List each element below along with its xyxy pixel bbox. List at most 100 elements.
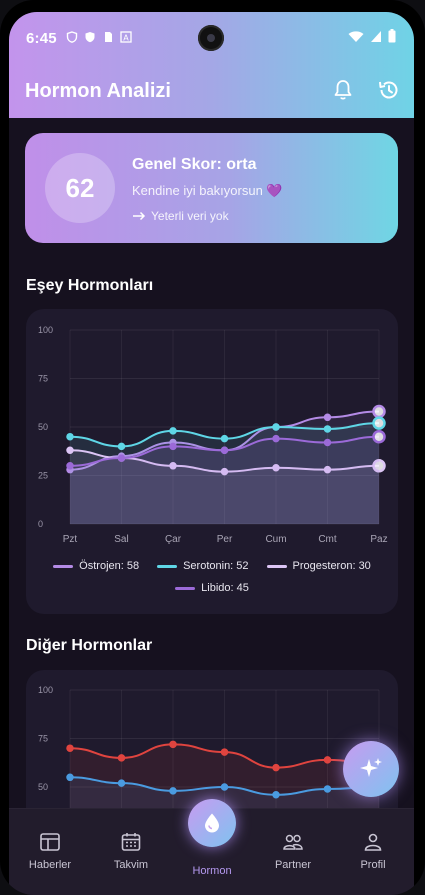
x-tick-label: Pzt — [63, 534, 78, 545]
legend-label: Östrojen: 58 — [79, 560, 140, 572]
score-title: Genel Skor: orta — [132, 156, 257, 173]
status-system-icons — [348, 29, 396, 43]
front-camera — [198, 25, 224, 51]
news-icon — [40, 833, 60, 851]
data-point — [66, 462, 74, 470]
data-point — [169, 787, 177, 795]
y-tick-label: 100 — [38, 685, 53, 695]
signal-icon — [371, 30, 381, 42]
person-icon — [364, 833, 382, 851]
legend-item: Östrojen: 58 — [53, 560, 139, 572]
font-icon: A — [120, 31, 132, 43]
status-bar: 6:45 A — [9, 12, 414, 52]
data-point — [220, 434, 229, 443]
data-point — [323, 785, 332, 793]
data-point — [323, 465, 332, 474]
bottom-nav: Haberler Takvim Hormon Partner Profil — [9, 799, 414, 895]
data-point — [117, 454, 126, 462]
data-point — [372, 429, 386, 444]
data-point — [117, 779, 126, 787]
wifi-icon — [348, 30, 364, 42]
y-tick-label: 25 — [38, 471, 48, 481]
y-tick-label: 0 — [38, 519, 43, 529]
y-tick-label: 100 — [38, 325, 53, 335]
data-point — [66, 446, 74, 455]
score-card[interactable]: 62 Genel Skor: orta Kendine iyi bakıyors… — [25, 133, 398, 243]
svg-text:A: A — [123, 34, 129, 43]
data-point — [66, 744, 74, 752]
legend-item: Progesteron: 30 — [266, 560, 371, 572]
data-point — [169, 462, 177, 470]
legend-swatch — [266, 564, 287, 568]
chart-card-sex-hormones: 0 25 50 75 100 Pzt Sal Çar Per Cum Cmt Paz Östrojen… — [26, 309, 398, 614]
nav-label-partner: Partner — [274, 859, 312, 871]
series-group — [66, 740, 386, 808]
legend-label: Libido: 45 — [201, 582, 249, 594]
y-tick-label: 75 — [38, 374, 48, 384]
app-header: 6:45 A Hormon Analizi — [9, 12, 414, 118]
score-note: Yeterli veri yok — [132, 209, 229, 223]
bell-icon[interactable] — [331, 78, 355, 102]
data-point — [272, 434, 280, 443]
data-point — [220, 467, 229, 476]
nav-item-news[interactable]: Haberler — [10, 809, 90, 889]
data-point — [323, 438, 332, 447]
data-point — [272, 423, 280, 431]
data-point — [272, 463, 280, 472]
data-point — [220, 446, 229, 455]
nav-item-profile[interactable]: Profil — [333, 809, 413, 889]
chart-other-hormones: 50 75 100 — [38, 685, 386, 808]
page-title: Hormon Analizi — [25, 80, 171, 102]
chart-card-other-hormones: 50 75 100 — [26, 670, 398, 808]
y-tick-label: 50 — [38, 422, 48, 432]
legend-swatch — [175, 586, 196, 590]
data-point — [220, 783, 229, 791]
nav-label-news: Haberler — [28, 859, 72, 871]
nav-item-hormone[interactable] — [188, 799, 236, 847]
drop-icon — [205, 813, 219, 833]
legend-item: Serotonin: 52 — [157, 560, 249, 572]
data-point — [272, 763, 280, 772]
data-point — [272, 791, 280, 799]
data-point — [372, 459, 386, 473]
nav-item-calendar[interactable]: Takvim — [91, 809, 171, 889]
legend-label: Serotonin: 52 — [183, 560, 249, 572]
nav-label-hormone: Hormon — [192, 865, 232, 877]
history-icon[interactable] — [377, 78, 401, 102]
series-area-3 — [70, 436, 379, 524]
nav-item-partner[interactable]: Partner — [253, 809, 333, 889]
chart-sex-hormones: 0 25 50 75 100 Pzt Sal Çar Per Cum Cmt Paz — [38, 325, 388, 545]
chart-legend: Östrojen: 58 Serotonin: 52 Progesteron: 30… — [26, 560, 398, 594]
nav-label-calendar: Takvim — [113, 859, 149, 871]
data-point — [372, 404, 386, 419]
data-point — [117, 754, 126, 762]
data-point — [372, 416, 386, 430]
x-tick-label: Cum — [265, 534, 286, 545]
calendar-icon — [121, 833, 141, 851]
x-tick-label: Per — [217, 534, 233, 545]
legend-swatch — [157, 564, 178, 568]
score-note-text: Yeterli veri yok — [151, 209, 229, 223]
arrow-right-icon — [133, 211, 146, 221]
data-point — [169, 427, 177, 435]
data-point — [117, 442, 126, 451]
legend-swatch — [53, 564, 74, 568]
ai-sparkle-button[interactable] — [343, 741, 399, 797]
data-point — [66, 432, 74, 441]
score-subtitle: Kendine iyi bakıyorsun 💜 — [132, 183, 283, 198]
series-group — [66, 404, 386, 524]
score-value: 62 — [45, 153, 115, 223]
y-tick-label: 50 — [38, 782, 48, 792]
battery-icon — [388, 29, 396, 43]
data-point — [66, 773, 74, 782]
series-area-1 — [70, 777, 379, 808]
x-tick-label: Çar — [165, 534, 182, 545]
data-point — [323, 756, 332, 764]
legend-label: Progesteron: 30 — [292, 560, 371, 572]
data-point — [323, 425, 332, 433]
data-point — [169, 740, 177, 749]
section-title-other-hormones: Diğer Hormonlar — [26, 637, 153, 654]
section-title-sex-hormones: Eşey Hormonları — [26, 277, 154, 294]
people-icon — [283, 834, 303, 850]
